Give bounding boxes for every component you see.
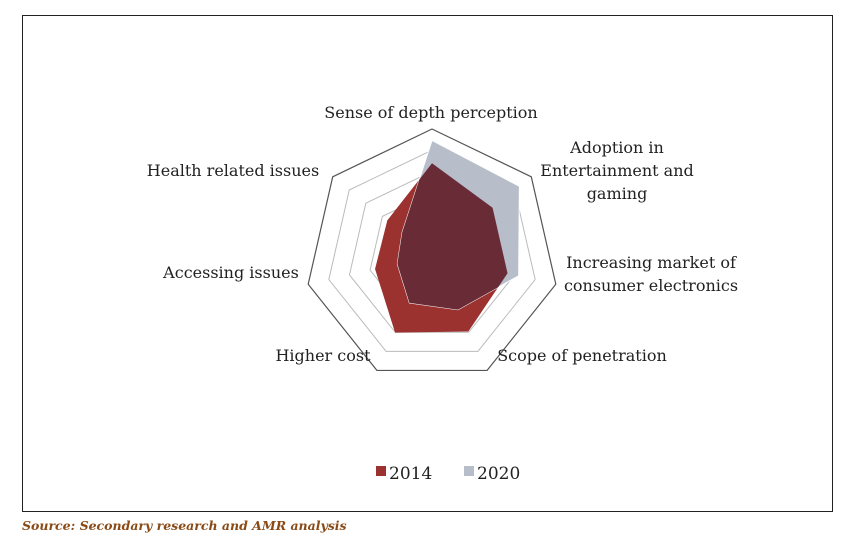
legend-swatch-2020: [464, 466, 474, 476]
axis-labels: Sense of depth perception Adoption in Ente…: [147, 103, 738, 365]
axis-label-line: gaming: [587, 184, 648, 203]
axis-label-line: Scope of penetration: [497, 346, 667, 365]
axis-label-line: Increasing market of: [566, 253, 737, 272]
axis-label: Increasing market of consumer electronics: [564, 253, 738, 295]
legend-label-2014: 2014: [389, 464, 432, 484]
axis-label-line: Sense of depth perception: [324, 103, 537, 122]
legend-label-2020: 2020: [477, 464, 520, 484]
axis-label-line: Higher cost: [275, 346, 371, 365]
axis-label: Health related issues: [147, 161, 319, 180]
axis-label-line: Health related issues: [147, 161, 319, 180]
grid-ring: [307, 128, 557, 372]
axis-label-line: consumer electronics: [564, 276, 738, 295]
legend-swatch-2014: [376, 466, 386, 476]
chart-frame: [22, 15, 833, 512]
axis-label: Higher cost: [275, 346, 371, 365]
axis-label: Accessing issues: [162, 263, 299, 282]
axis-label: Adoption in Entertainment and gaming: [540, 138, 693, 203]
radar-areas: [375, 139, 520, 333]
legend: 2014 2020: [376, 464, 520, 484]
axis-label: Scope of penetration: [497, 346, 667, 365]
source-note: Source: Secondary research and AMR analy…: [22, 518, 347, 533]
axis-label: Sense of depth perception: [324, 103, 537, 122]
axis-label-line: Accessing issues: [162, 263, 299, 282]
axis-label-line: Adoption in: [569, 138, 664, 157]
axis-label-line: Entertainment and: [540, 161, 693, 180]
